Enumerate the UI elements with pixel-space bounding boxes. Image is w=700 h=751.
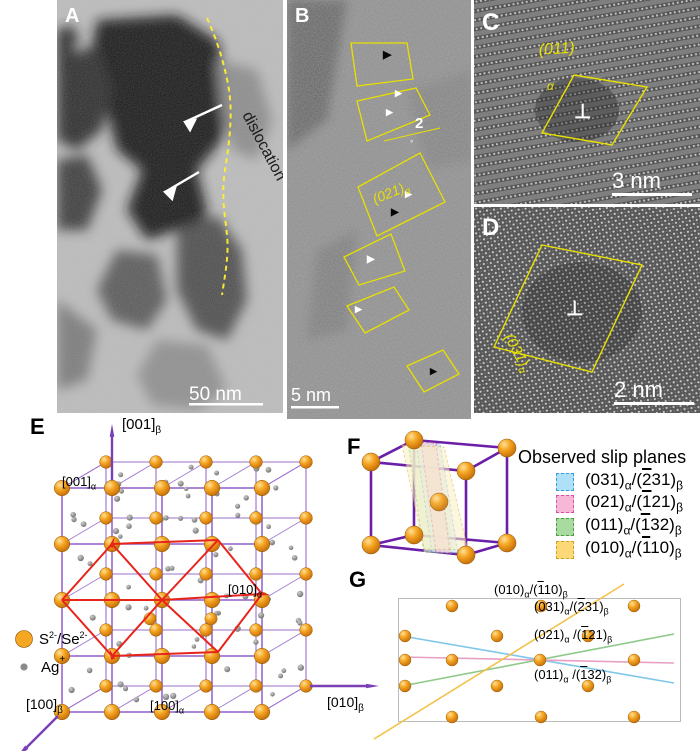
svg-text:▶: ▶ xyxy=(385,107,394,117)
svg-text:▶: ▶ xyxy=(382,49,392,61)
svg-text:α: α xyxy=(547,79,555,93)
svg-text:▶: ▶ xyxy=(366,254,376,265)
svg-text:⊥: ⊥ xyxy=(566,298,583,320)
svg-text:B: B xyxy=(295,5,309,27)
svg-text:50 nm: 50 nm xyxy=(189,384,242,405)
svg-text:C: C xyxy=(482,9,499,36)
svg-text:A: A xyxy=(65,5,79,27)
svg-text:3 nm: 3 nm xyxy=(612,168,661,193)
svg-text:▶: ▶ xyxy=(394,88,403,98)
svg-text:2 nm: 2 nm xyxy=(614,377,663,402)
svg-text:5 nm: 5 nm xyxy=(291,385,331,405)
svg-text:▶: ▶ xyxy=(390,207,400,218)
svg-text:▶: ▶ xyxy=(429,366,438,376)
svg-text:⊥: ⊥ xyxy=(574,101,591,123)
svg-text:(011): (011) xyxy=(538,40,575,59)
svg-text:D: D xyxy=(482,214,499,241)
svg-text:°: ° xyxy=(410,139,413,148)
svg-text:▶: ▶ xyxy=(354,304,363,314)
svg-text:2: 2 xyxy=(415,115,423,132)
